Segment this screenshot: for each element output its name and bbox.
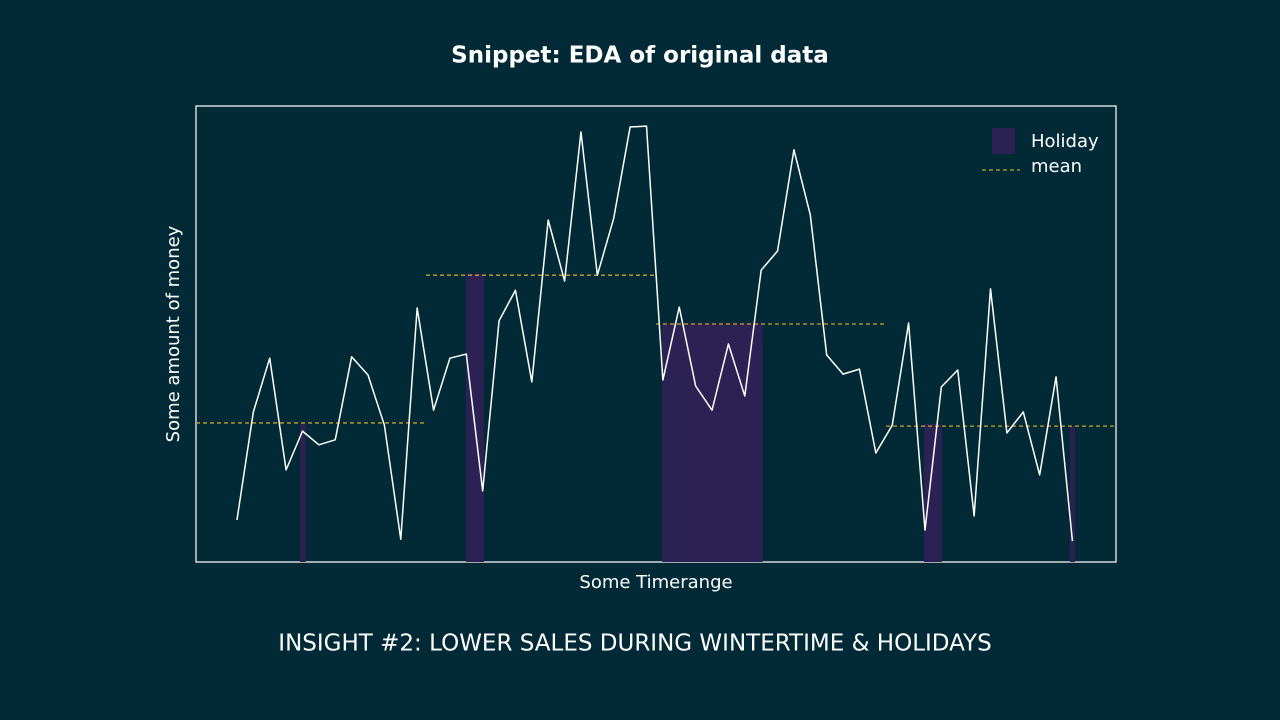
legend-label: Holiday xyxy=(1031,131,1099,152)
holiday-span xyxy=(1069,426,1076,562)
plot-frame xyxy=(195,105,1117,563)
holiday-span xyxy=(300,423,306,562)
caption: INSIGHT #2: LOWER SALES DURING WINTERTIM… xyxy=(278,631,991,657)
y-axis-label: Some amount of money xyxy=(163,225,184,442)
data-line xyxy=(236,125,1074,542)
holiday-span xyxy=(465,273,484,562)
legend-label: mean xyxy=(1031,156,1082,177)
legend-swatch xyxy=(992,128,1015,154)
x-axis-label: Some Timerange xyxy=(579,572,732,593)
holiday-span xyxy=(924,423,943,562)
slide-title: Snippet: EDA of original data xyxy=(451,43,829,69)
holiday-span xyxy=(662,323,763,562)
